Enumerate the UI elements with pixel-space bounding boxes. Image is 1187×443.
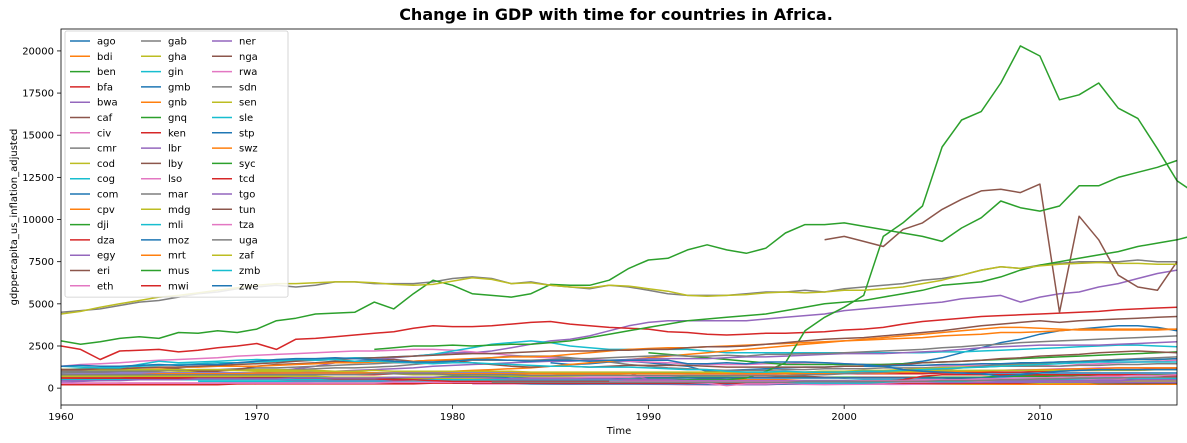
legend-entry-zaf: zaf (239, 251, 254, 262)
x-tick-label: 2010 (1027, 412, 1052, 423)
legend-entry-tun: tun (239, 205, 256, 216)
legend-entry-nga: nga (239, 52, 258, 63)
legend-entry-gab: gab (168, 37, 187, 48)
legend-entry-dji: dji (97, 220, 109, 231)
legend-entry-uga: uga (239, 235, 258, 246)
plot-frame (60, 28, 1178, 406)
legend-entry-ner: ner (239, 37, 256, 48)
y-tick-label: 5000 (29, 299, 54, 310)
legend: ago bdi ben bfa bwa caf civ cmr cod cog com cpv dji d… (64, 30, 289, 298)
legend-entry-gnq: gnq (168, 113, 187, 124)
legend-entry-ken: ken (168, 128, 186, 139)
legend-entry-gin: gin (168, 67, 183, 78)
series-line-zwe (60, 357, 1177, 378)
legend-entry-rwa: rwa (239, 67, 257, 78)
legend-entry-tza: tza (239, 220, 254, 231)
legend-entry-eri: eri (97, 266, 110, 277)
legend-entry-cpv: cpv (97, 205, 115, 216)
y-tick-label: 7500 (29, 257, 54, 268)
y-tick-label: 15000 (22, 131, 54, 142)
legend-entry-zmb: zmb (239, 266, 260, 277)
legend-entry-mus: mus (168, 266, 189, 277)
x-tick-label: 1960 (48, 412, 73, 423)
series-line-sdn (61, 356, 1178, 377)
series-line-zmb (60, 358, 1177, 373)
y-tick-label: 0 (48, 384, 54, 395)
series-line-nga (61, 350, 1178, 373)
legend-entry-moz: moz (168, 235, 189, 246)
legend-entry-mar: mar (168, 190, 189, 201)
legend-entry-tcd: tcd (239, 174, 255, 185)
legend-entry-syc: syc (239, 159, 256, 170)
legend-entry-caf: caf (97, 113, 113, 124)
legend-entry-sle: sle (239, 113, 253, 124)
legend-entry-gha: gha (168, 52, 187, 63)
legend-entry-bdi: bdi (97, 52, 112, 63)
y-tick-label: 20000 (22, 46, 54, 57)
y-axis-label: gdppercapita_us_inflation_adjusted (9, 129, 20, 306)
series-line-tza (609, 373, 1178, 383)
legend-entry-stp: stp (239, 128, 254, 139)
series-line-mus (374, 236, 1187, 351)
legend-entry-mwi: mwi (168, 281, 189, 292)
legend-entry-tgo: tgo (239, 190, 255, 201)
legend-entry-mrt: mrt (168, 251, 186, 262)
x-tick-label: 1990 (636, 412, 661, 423)
y-tick-label: 2500 (29, 341, 54, 352)
legend-entry-dza: dza (97, 235, 115, 246)
legend-entry-cmr: cmr (97, 144, 117, 155)
legend-entry-cod: cod (97, 159, 115, 170)
series-line-lby (824, 183, 1178, 314)
y-tick-label: 10000 (22, 215, 54, 226)
legend-entry-com: com (97, 190, 118, 201)
legend-entry-zwe: zwe (239, 281, 259, 292)
series-line-sen (61, 368, 1177, 373)
legend-entry-mli: mli (168, 220, 183, 231)
legend-entry-swz: swz (239, 144, 258, 155)
legend-entry-lbr: lbr (168, 144, 182, 155)
y-tick-label: 17500 (22, 89, 54, 100)
legend-entry-sen: sen (239, 98, 257, 109)
x-tick-label: 2000 (831, 412, 856, 423)
y-tick-label: 12500 (22, 173, 54, 184)
legend-entry-egy: egy (97, 251, 116, 262)
legend-entry-ben: ben (97, 67, 116, 78)
x-tick-label: 1980 (440, 412, 465, 423)
legend-entry-lby: lby (168, 159, 183, 170)
series-line-tun (61, 315, 1178, 371)
legend-entry-eth: eth (97, 281, 113, 292)
x-tick-label: 1970 (244, 412, 269, 423)
series-line-mwi (61, 381, 1177, 386)
legend-entry-lso: lso (168, 174, 182, 185)
legend-box (64, 30, 289, 298)
legend-entry-mdg: mdg (168, 205, 190, 216)
legend-entry-gnb: gnb (168, 98, 187, 109)
legend-entry-civ: civ (97, 128, 111, 139)
legend-entry-bwa: bwa (97, 98, 118, 109)
series-line-dza (60, 306, 1178, 361)
series-line-uga (491, 376, 1177, 383)
y-axis-ticks: 0 2500 5000 7500 10000 12500 15000 17500 20000 (22, 46, 61, 395)
legend-entry-bfa: bfa (97, 82, 113, 93)
legend-entry-cog: cog (97, 174, 115, 185)
x-axis-ticks: 1960 1970 1980 1990 2000 2010 (48, 405, 1053, 423)
series-layer (60, 45, 1187, 387)
series-line-cpv (452, 326, 1178, 373)
x-axis-label: Time (606, 426, 631, 437)
series-line-syc (60, 159, 1178, 346)
legend-entry-sdn: sdn (239, 82, 257, 93)
chart-title: Change in GDP with time for countries in… (399, 5, 833, 24)
legend-entry-ago: ago (97, 37, 116, 48)
legend-entry-gmb: gmb (168, 82, 190, 93)
series-line-stp (863, 357, 1178, 367)
